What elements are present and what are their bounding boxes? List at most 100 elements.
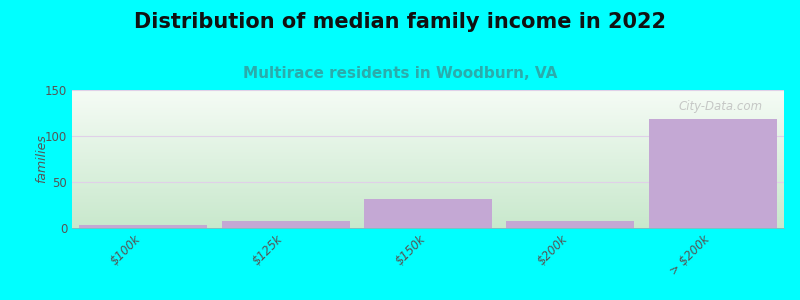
Bar: [72, 152, 784, 153]
Bar: [72, 125, 784, 126]
Bar: [72, 182, 784, 183]
Bar: [72, 124, 784, 125]
Bar: [72, 225, 784, 226]
Bar: [72, 204, 784, 205]
Bar: [72, 207, 784, 208]
Bar: [72, 120, 784, 121]
Bar: [72, 139, 784, 140]
Bar: [72, 214, 784, 215]
Bar: [72, 160, 784, 161]
Bar: [72, 213, 784, 214]
Bar: [72, 162, 784, 163]
Y-axis label: families: families: [36, 135, 49, 183]
Bar: [72, 111, 784, 112]
Bar: [72, 155, 784, 156]
Bar: [72, 205, 784, 206]
Bar: [72, 144, 784, 145]
Bar: [72, 177, 784, 178]
Bar: [72, 121, 784, 122]
Bar: [72, 192, 784, 193]
Bar: [72, 224, 784, 225]
Bar: [72, 197, 784, 198]
Bar: [222, 220, 350, 228]
Bar: [72, 141, 784, 142]
Bar: [72, 109, 784, 110]
Bar: [72, 183, 784, 184]
Bar: [72, 161, 784, 162]
Bar: [72, 217, 784, 218]
Bar: [72, 148, 784, 149]
Bar: [72, 90, 784, 91]
Bar: [72, 150, 784, 151]
Bar: [72, 227, 784, 228]
Bar: [72, 185, 784, 186]
Bar: [72, 159, 784, 160]
Bar: [72, 174, 784, 175]
Bar: [72, 127, 784, 128]
Bar: [72, 208, 784, 209]
Bar: [72, 118, 784, 119]
Bar: [72, 133, 784, 134]
Bar: [72, 147, 784, 148]
Bar: [72, 106, 784, 107]
Bar: [72, 138, 784, 139]
Bar: [72, 215, 784, 216]
Bar: [72, 181, 784, 182]
Bar: [72, 101, 784, 102]
Bar: [649, 119, 777, 228]
Bar: [72, 116, 784, 117]
Bar: [72, 129, 784, 130]
Bar: [72, 175, 784, 176]
Bar: [72, 158, 784, 159]
Bar: [72, 115, 784, 116]
Text: Distribution of median family income in 2022: Distribution of median family income in …: [134, 12, 666, 32]
Bar: [72, 107, 784, 108]
Bar: [72, 173, 784, 174]
Bar: [72, 190, 784, 191]
Bar: [72, 176, 784, 177]
Bar: [72, 108, 784, 109]
Bar: [72, 198, 784, 199]
Bar: [72, 96, 784, 97]
Bar: [72, 122, 784, 123]
Bar: [79, 225, 207, 228]
Bar: [364, 199, 492, 228]
Bar: [72, 191, 784, 192]
Bar: [72, 180, 784, 181]
Bar: [72, 195, 784, 196]
Bar: [72, 184, 784, 185]
Bar: [72, 134, 784, 135]
Bar: [72, 94, 784, 95]
Bar: [72, 110, 784, 111]
Text: Multirace residents in Woodburn, VA: Multirace residents in Woodburn, VA: [243, 66, 557, 81]
Bar: [72, 153, 784, 154]
Bar: [72, 169, 784, 170]
Bar: [72, 100, 784, 101]
Bar: [72, 128, 784, 129]
Bar: [72, 169, 784, 170]
Bar: [72, 170, 784, 171]
Bar: [72, 206, 784, 207]
Bar: [72, 223, 784, 224]
Bar: [72, 172, 784, 173]
Bar: [72, 178, 784, 179]
Bar: [72, 220, 784, 221]
Bar: [72, 137, 784, 138]
Bar: [72, 105, 784, 106]
Bar: [72, 126, 784, 127]
Bar: [72, 102, 784, 103]
Bar: [72, 103, 784, 104]
Bar: [72, 218, 784, 219]
Bar: [72, 95, 784, 96]
Bar: [72, 93, 784, 94]
Bar: [72, 145, 784, 146]
Bar: [72, 151, 784, 152]
Bar: [506, 220, 634, 228]
Bar: [72, 98, 784, 99]
Bar: [72, 114, 784, 115]
Bar: [72, 135, 784, 136]
Bar: [72, 97, 784, 98]
Bar: [72, 113, 784, 114]
Bar: [72, 187, 784, 188]
Bar: [72, 216, 784, 217]
